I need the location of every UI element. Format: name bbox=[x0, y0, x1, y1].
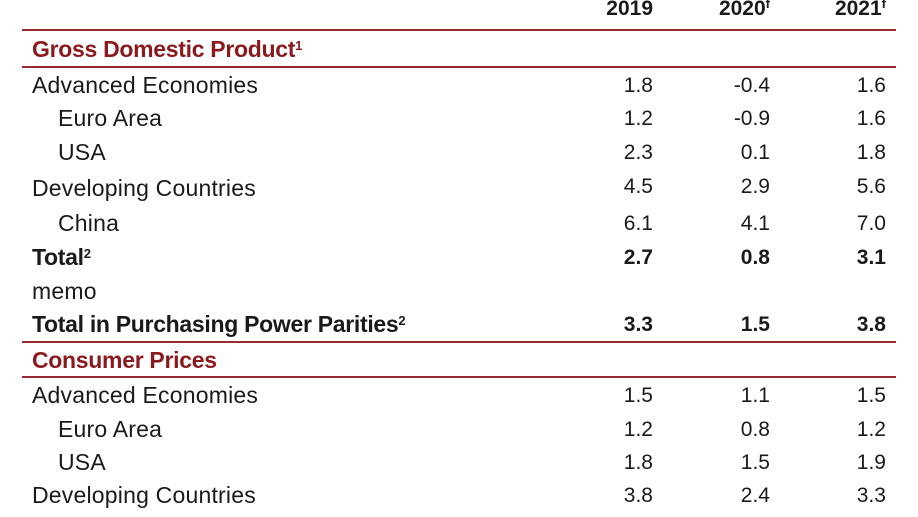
section-title-gdp: Gross Domestic Product1 bbox=[32, 36, 303, 62]
value-2020: 2.9 bbox=[740, 175, 770, 198]
value-2021: 1.5 bbox=[856, 384, 886, 407]
value-2020: 1.1 bbox=[740, 384, 770, 407]
header-rule bbox=[22, 29, 896, 31]
row-label: Advanced Economies bbox=[32, 72, 259, 98]
row-label: Euro Area bbox=[58, 416, 163, 442]
row-label: Total2 bbox=[32, 244, 91, 270]
cpi-rule bbox=[22, 376, 896, 378]
value-2021: 3.3 bbox=[856, 484, 886, 507]
value-2020: -0.9 bbox=[733, 107, 770, 130]
value-2019: 2.3 bbox=[623, 141, 653, 164]
value-2021: 1.6 bbox=[856, 107, 886, 130]
cpi-top-rule bbox=[22, 341, 896, 343]
value-2019: 3.8 bbox=[623, 484, 653, 507]
value-2020: 0.8 bbox=[740, 246, 770, 269]
value-2019: 3.3 bbox=[623, 313, 653, 336]
value-2020: 2.4 bbox=[740, 484, 770, 507]
row-label: USA bbox=[58, 139, 106, 165]
header-year-2020: 2020f bbox=[718, 0, 770, 20]
row-label: Euro Area bbox=[58, 105, 163, 131]
value-2019: 1.2 bbox=[623, 107, 653, 130]
value-2020: 4.1 bbox=[740, 212, 770, 235]
memo-label: memo bbox=[32, 278, 97, 304]
value-2019: 4.5 bbox=[623, 175, 653, 198]
row-label: Developing Countries bbox=[32, 482, 256, 508]
row-label: USA bbox=[58, 449, 106, 475]
value-2021: 7.0 bbox=[856, 212, 886, 235]
row-label: Total in Purchasing Power Parities2 bbox=[32, 311, 406, 337]
value-2021: 3.1 bbox=[856, 246, 886, 269]
value-2020: 1.5 bbox=[740, 451, 770, 474]
value-2021: 1.2 bbox=[856, 418, 886, 441]
value-2021: 1.6 bbox=[856, 74, 886, 97]
value-2019: 1.2 bbox=[623, 418, 653, 441]
row-label: Advanced Economies bbox=[32, 382, 259, 408]
header-year-2021: 2021f bbox=[834, 0, 886, 20]
value-2019: 2.7 bbox=[623, 246, 653, 269]
value-2021: 1.9 bbox=[856, 451, 886, 474]
value-2021: 1.8 bbox=[856, 141, 886, 164]
value-2019: 1.8 bbox=[623, 451, 653, 474]
row-label: Developing Countries bbox=[32, 175, 256, 201]
value-2020: 0.1 bbox=[740, 141, 770, 164]
gdp-rule bbox=[22, 66, 896, 68]
value-2021: 5.6 bbox=[856, 175, 886, 198]
value-2020: 0.8 bbox=[740, 418, 770, 441]
value-2019: 1.5 bbox=[623, 384, 653, 407]
row-label: China bbox=[58, 210, 120, 236]
header-year-2019: 2019 bbox=[606, 0, 653, 20]
value-2020: 1.5 bbox=[740, 313, 770, 336]
value-2021: 3.8 bbox=[856, 313, 886, 336]
value-2020: -0.4 bbox=[733, 74, 770, 97]
value-2019: 1.8 bbox=[623, 74, 653, 97]
value-2019: 6.1 bbox=[623, 212, 653, 235]
section-title-consumer-prices: Consumer Prices bbox=[32, 347, 217, 373]
